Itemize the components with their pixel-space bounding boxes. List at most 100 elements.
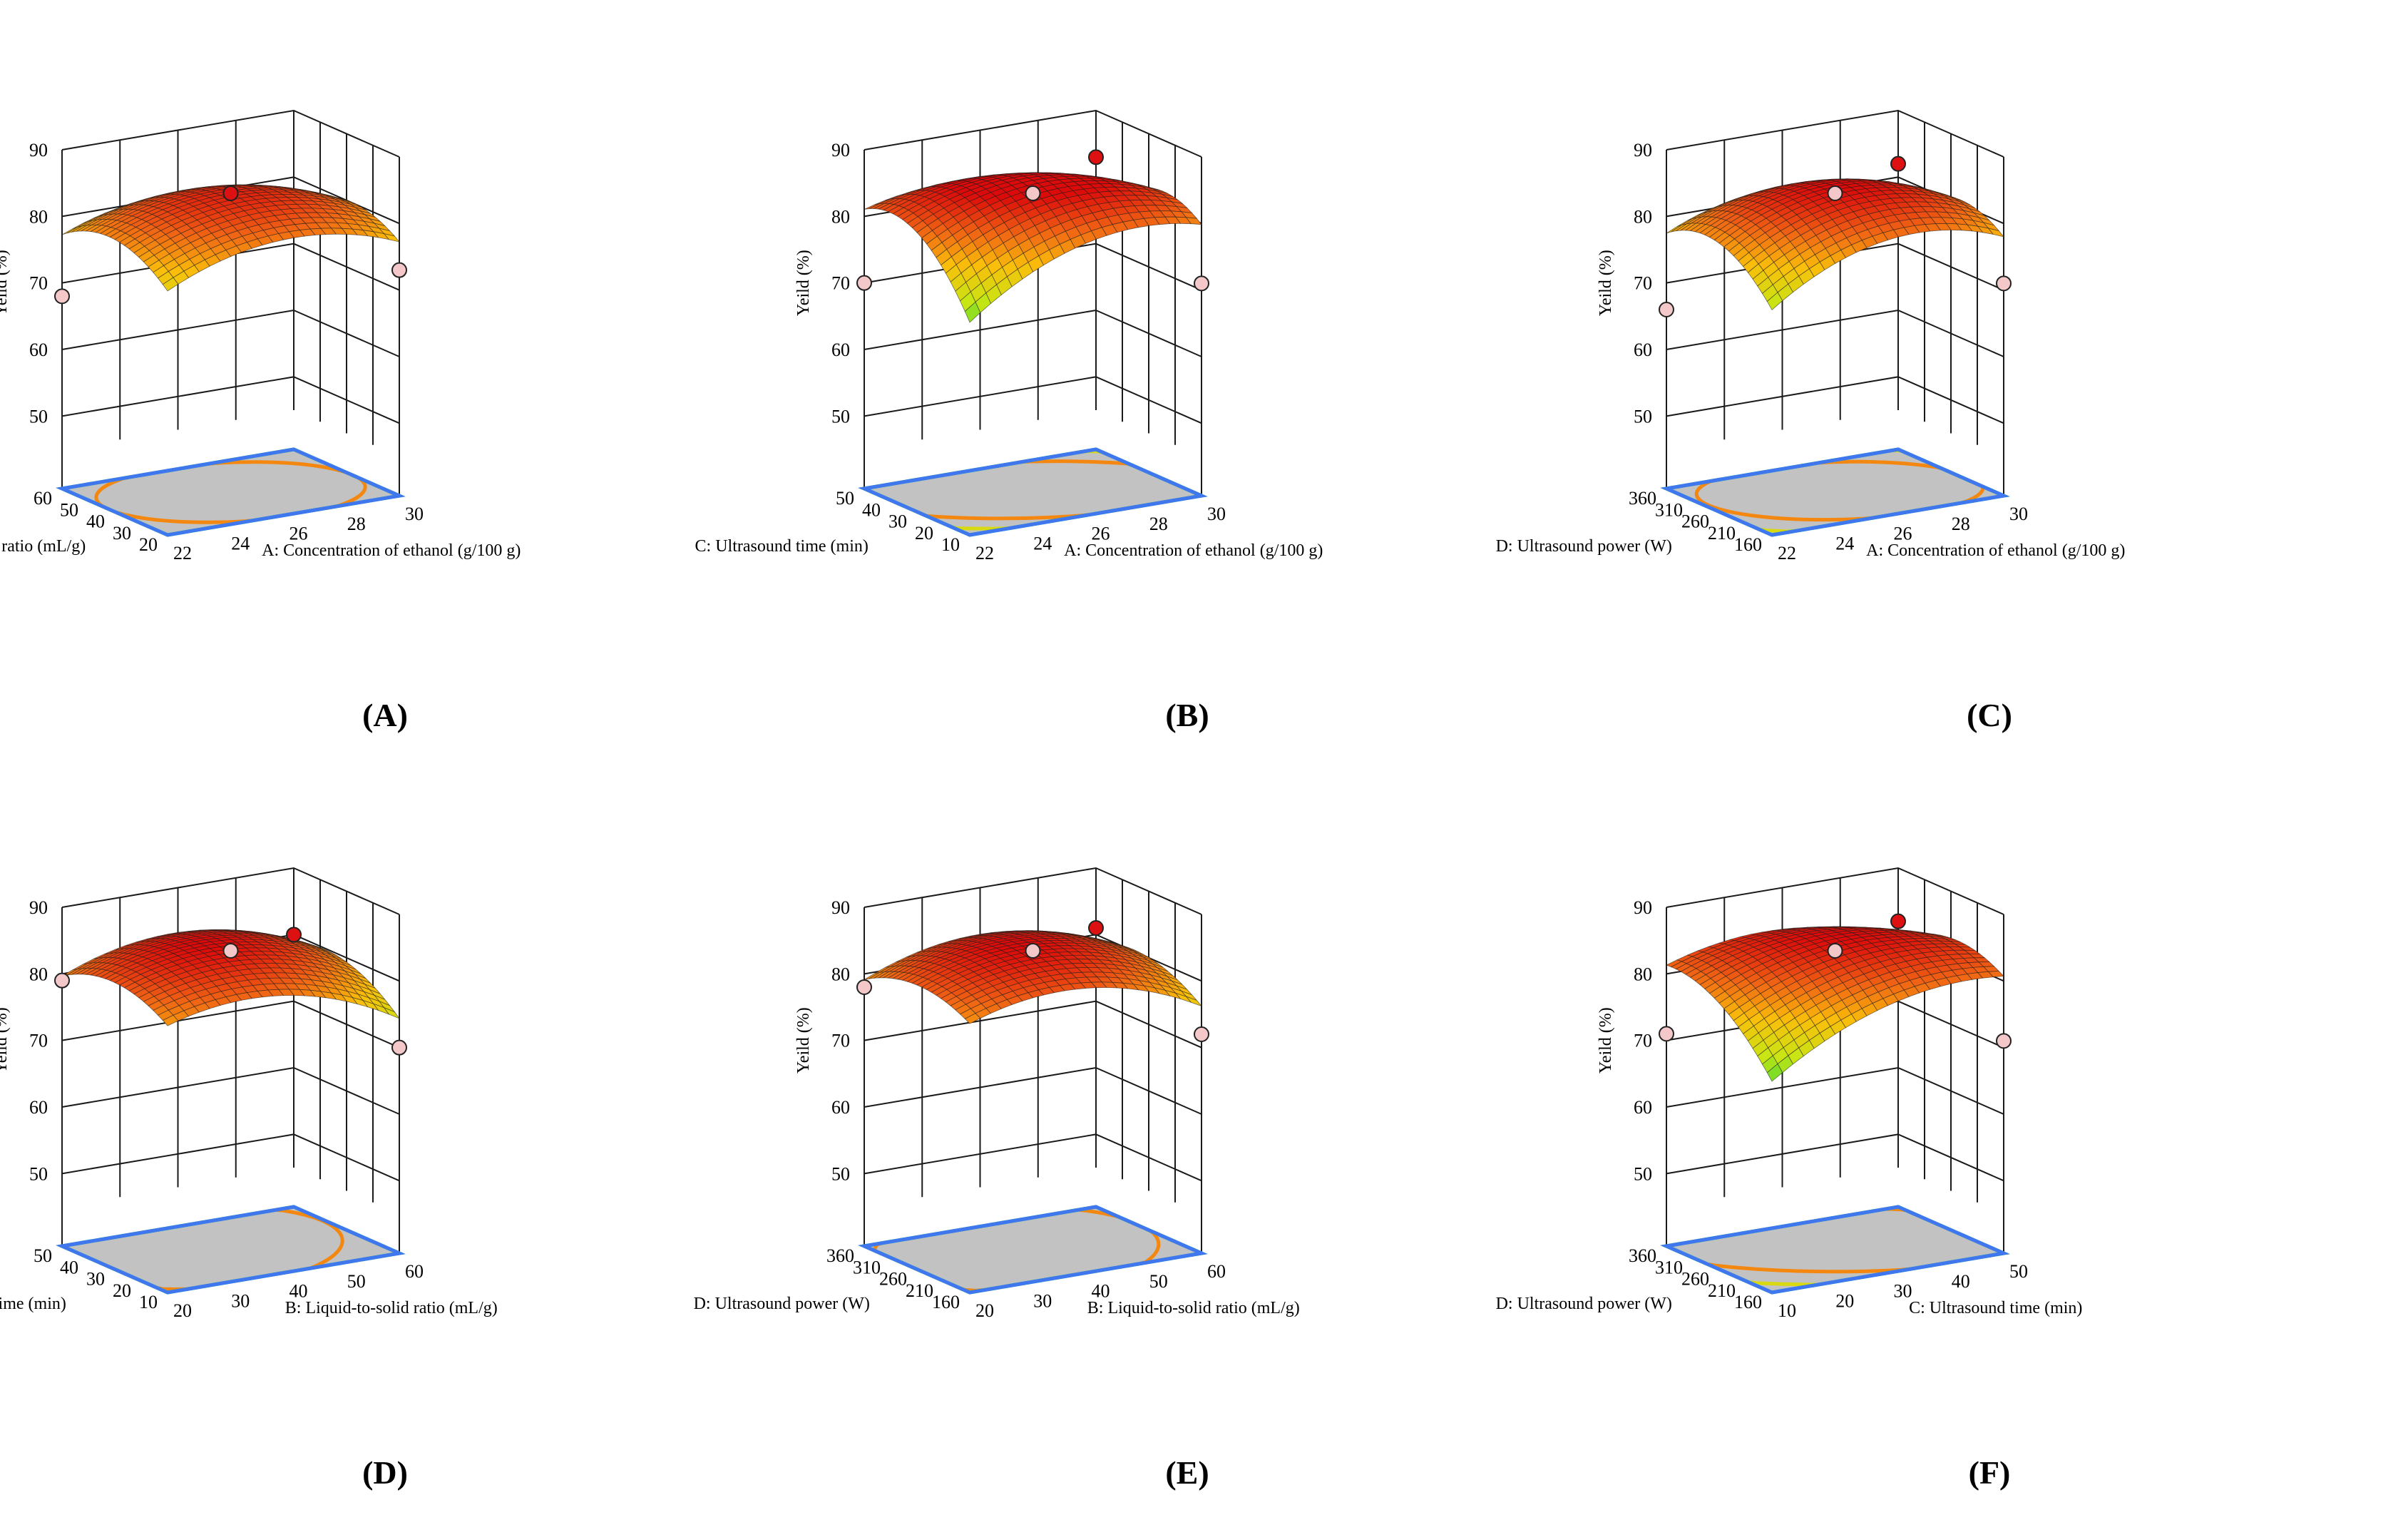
design-point [1025,185,1041,201]
x-tick-label: 60 [405,1261,424,1282]
x-tick-label: 40 [1952,1271,1970,1292]
surface-cell [964,301,981,323]
y-tick-label: 20 [113,1280,131,1301]
z-tick-label: 70 [831,273,850,294]
contour-ring [1660,1205,2010,1295]
y-tick-label: 210 [906,1280,933,1301]
design-point [1088,149,1104,165]
panel-e-label: (E) [1165,1454,1209,1491]
design-points [54,927,407,1056]
z-tick-label: 90 [831,140,850,160]
surface-cell [1766,292,1783,311]
contour-lines [858,447,1208,537]
panel-d: 50 60 70 80 90 20 30 40 50 60 10 20 30 40 50 Yeild (%) B… [0,867,498,1491]
y-tick-label: 260 [879,1269,907,1290]
design-point [1025,943,1041,959]
panel-a: 50 60 70 80 90 22 24 26 28 30 20 30 40 50 60 Yeild (%) A… [0,109,521,733]
z-tick-label: 80 [1634,964,1652,984]
x-tick-label: 30 [1033,1290,1052,1311]
y-tick-label: 310 [1655,499,1683,520]
x-tick-label: 24 [1835,533,1854,554]
z-axis-title: Yeild (%) [1597,250,1615,316]
contour-ring [56,1205,406,1295]
design-point [856,275,872,291]
y-tick-label: 50 [34,1245,52,1266]
z-tick-label: 60 [831,340,850,360]
design-point [391,1039,407,1056]
response-surface [1666,926,2004,1082]
y-tick-label: 40 [86,511,105,532]
tick-labels: 50 60 70 80 90 22 24 26 28 30 20 30 40 50 60 Yeild (%) A… [0,140,521,563]
z-tick-label: 90 [1634,897,1652,918]
contour-lines [1660,1205,2010,1295]
z-tick-label: 90 [29,897,48,918]
z-tick-label: 80 [1634,206,1652,227]
y-tick-label: 210 [1708,523,1736,544]
x-axis-title: B: Liquid-to-solid ratio (mL/g) [1087,1299,1300,1317]
z-tick-label: 60 [1634,340,1652,360]
surface-cell [964,1013,981,1024]
design-points [54,185,407,305]
design-point [1890,155,1906,172]
response-surface [864,172,1202,323]
panel-f-label: (F) [1969,1454,2011,1491]
y-tick-label: 10 [941,534,960,555]
z-axis-title: Yeild (%) [0,1007,11,1073]
panel-a-label: (A) [362,697,408,733]
y-tick-label: 40 [60,1257,78,1277]
x-tick-label: 50 [2009,1261,2028,1282]
y-tick-label: 260 [1681,1269,1709,1290]
design-point [1088,920,1104,936]
x-axis-title: A: Concentration of ethanol (g/100 g) [1064,541,1323,560]
y-tick-label: 260 [1681,511,1709,532]
z-tick-label: 90 [831,897,850,918]
frame [59,109,402,536]
y-tick-label: 360 [826,1245,854,1266]
design-point [1827,185,1843,201]
design-points [1659,155,2012,317]
contour-ring [858,447,1208,537]
y-axis-title: D: Ultrasound power (W) [694,1295,870,1313]
z-tick-label: 90 [29,140,48,160]
x-tick-label: 20 [1835,1290,1854,1311]
design-point [286,927,302,943]
z-tick-label: 70 [1634,1031,1652,1051]
design-points [856,149,1209,292]
y-tick-label: 50 [60,499,78,520]
z-tick-label: 60 [29,1097,48,1118]
design-point [54,288,70,305]
design-point [1827,943,1843,959]
y-tick-label: 60 [34,488,52,509]
x-tick-label: 28 [1149,514,1168,534]
z-tick-label: 50 [1634,1163,1652,1184]
z-tick-label: 70 [29,273,48,294]
x-tick-label: 60 [1207,1261,1226,1282]
y-tick-label: 30 [86,1269,105,1290]
y-tick-label: 360 [1629,488,1656,509]
z-tick-label: 60 [29,340,48,360]
panel-b-label: (B) [1165,697,1209,733]
x-axis-title: C: Ultrasound time (min) [1909,1299,2082,1317]
design-point [54,972,70,989]
contour-ring [1660,447,2010,537]
design-point [1659,302,1674,317]
design-point [1194,275,1209,292]
z-axis-title: Yeild (%) [1597,1007,1615,1073]
design-point [222,943,239,959]
y-axis-title: C: Ultrasound time (min) [0,1295,66,1313]
design-point [1996,275,2012,292]
y-tick-label: 310 [853,1257,881,1277]
contour-lines [1660,447,2010,537]
x-tick-label: 22 [1778,543,1796,563]
z-tick-label: 50 [1634,406,1652,427]
z-tick-label: 80 [29,964,48,984]
y-tick-label: 160 [1734,1292,1762,1312]
panel-d-label: (D) [362,1454,408,1491]
x-tick-label: 40 [1092,1281,1110,1302]
y-tick-label: 210 [1708,1280,1736,1301]
